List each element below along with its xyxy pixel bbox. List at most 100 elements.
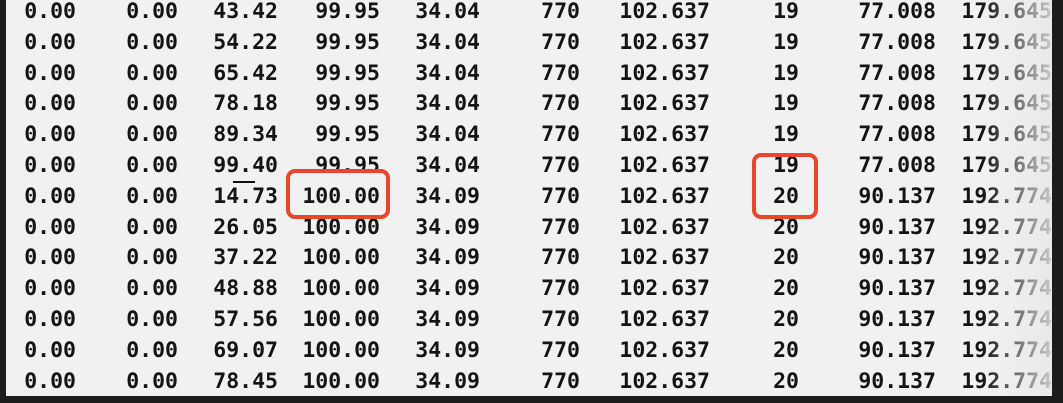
- terminal-cell: 0.00: [126, 29, 178, 55]
- terminal-cell: 770: [541, 307, 580, 332]
- terminal-cell: 0.00: [126, 307, 178, 332]
- terminal-cell: 99.95: [315, 91, 380, 117]
- terminal-cell: 90.137: [858, 183, 936, 209]
- terminal-cell: 34.09: [415, 276, 480, 302]
- terminal-cell: 43.42: [213, 0, 278, 24]
- terminal-cell: 90.137: [858, 307, 936, 332]
- terminal-cell: 90.137: [858, 337, 936, 363]
- terminal-cell: 34.04: [415, 0, 480, 24]
- terminal-cell: 102.637: [619, 183, 710, 209]
- terminal-cell: 26.05: [213, 214, 278, 240]
- terminal-cell: 100.00: [302, 276, 380, 302]
- terminal-cell: 0.00: [24, 29, 76, 55]
- terminal-cell: 20: [773, 337, 799, 363]
- terminal-cell: 770: [541, 122, 580, 148]
- terminal-cell: 192.774: [961, 214, 1052, 240]
- terminal-cell: 102.637: [619, 368, 710, 394]
- terminal-cell: 0.00: [24, 337, 76, 363]
- terminal-cell: 0.00: [126, 0, 178, 24]
- terminal-cell: 34.09: [415, 368, 480, 394]
- terminal-cell: 192.774: [961, 276, 1052, 302]
- terminal-cell: 78.18: [213, 91, 278, 117]
- terminal-line: 0.00 0.00 69.07 100.00 34.09 770 102.637 20 90.1…: [6, 335, 1052, 366]
- terminal-cell: 34.09: [415, 337, 480, 363]
- terminal-cell: 20: [773, 307, 799, 332]
- terminal-cell: 34.04: [415, 91, 480, 117]
- terminal-cell: 770: [541, 183, 580, 209]
- terminal-cell: 34.04: [415, 122, 480, 148]
- terminal-cell: 20: [773, 368, 799, 394]
- terminal-cell: 34.09: [415, 245, 480, 271]
- terminal-cell: 0.00: [24, 245, 76, 271]
- terminal-cell: 102.637: [619, 214, 710, 240]
- terminal-cell: 100.00: [302, 368, 380, 394]
- terminal-cell: 65.42: [213, 60, 278, 86]
- terminal-cell: 78.45: [213, 368, 278, 394]
- terminal-cell: 90.137: [858, 214, 936, 240]
- terminal-cell: 0.00: [126, 60, 178, 86]
- terminal-line: 0.00 0.00 99.40 99.95 34.04 770 102.637 19 77.00…: [6, 150, 1052, 181]
- terminal-cell: 0.00: [126, 214, 178, 240]
- terminal-cell: 770: [541, 214, 580, 240]
- terminal-cell: 100.00: [302, 245, 380, 271]
- terminal-cell: 0.00: [126, 153, 178, 178]
- terminal-cell: 100.00: [302, 183, 380, 209]
- terminal-cell: 179.645: [961, 29, 1052, 55]
- terminal-cell: 0.00: [24, 214, 76, 240]
- terminal-cell: 192.774: [961, 307, 1052, 332]
- terminal-line: 0.00 0.00 57.56 100.00 34.09 770 102.637 20 90.1…: [6, 304, 1052, 335]
- terminal-cell: 34.04: [415, 60, 480, 86]
- terminal-cell: 179.645: [961, 60, 1052, 86]
- terminal-cell: 77.008: [858, 0, 936, 24]
- terminal-cell: 99.95: [315, 153, 380, 178]
- terminal-cell: 770: [541, 60, 580, 86]
- terminal-cell: 77.008: [858, 91, 936, 117]
- terminal-cell: 0.00: [24, 183, 76, 209]
- terminal-cell: 0.00: [24, 368, 76, 394]
- terminal-cell: 99.95: [315, 29, 380, 55]
- terminal-line: 0.00 0.00 48.88 100.00 34.09 770 102.637 20 90.1…: [6, 273, 1052, 304]
- terminal-cell: 770: [541, 0, 580, 24]
- terminal-line: 0.00 0.00 78.18 99.95 34.04 770 102.637 19 77.00…: [6, 88, 1052, 119]
- terminal-cell: 100.00: [302, 337, 380, 363]
- terminal-cell: 102.637: [619, 122, 710, 148]
- terminal-cell: 20: [773, 183, 799, 209]
- terminal-cell: 102.637: [619, 276, 710, 302]
- terminal-cell: 770: [541, 153, 580, 178]
- terminal-cell: 0.00: [126, 337, 178, 363]
- terminal-cell: 20: [773, 214, 799, 240]
- terminal-cell: 99.95: [315, 122, 380, 148]
- terminal-cell: 77.008: [858, 29, 936, 55]
- terminal-cell: 102.637: [619, 0, 710, 24]
- terminal-cell: 19: [773, 0, 799, 24]
- terminal-cell: 90.137: [858, 276, 936, 302]
- terminal-cell: 89.34: [213, 122, 278, 148]
- terminal-line: 0.00 0.00 43.42 99.95 34.04 770 102.637 19 77.00…: [6, 0, 1052, 27]
- terminal-cell: 179.645: [961, 0, 1052, 24]
- terminal-cell: 192.774: [961, 337, 1052, 363]
- terminal-cell: 0.00: [24, 276, 76, 302]
- terminal-cell: 100.00: [302, 214, 380, 240]
- terminal-output[interactable]: 0.000.0089.05100.0034.09770102.6372090.1…: [6, 0, 1052, 396]
- terminal-cell: 102.637: [619, 29, 710, 55]
- terminal-cell: 770: [541, 91, 580, 117]
- terminal-cell: 34.09: [415, 307, 480, 332]
- terminal-line: 0.00 0.00 89.34 99.95 34.04 770 102.637 19 77.00…: [6, 119, 1052, 150]
- terminal-cell: 192.774: [961, 245, 1052, 271]
- terminal-cell: 77.008: [858, 122, 936, 148]
- terminal-cell: 19: [773, 91, 799, 117]
- terminal-cell: 34.09: [415, 214, 480, 240]
- terminal-cell: 102.637: [619, 307, 710, 332]
- terminal-cell: 0.00: [126, 91, 178, 117]
- terminal-cell: 192.774: [961, 368, 1052, 394]
- terminal-line: 0.00 0.00 37.22 100.00 34.09 770 102.637 20 90.1…: [6, 242, 1052, 273]
- terminal-cell: 34.09: [415, 183, 480, 209]
- terminal-cell: 90.137: [858, 245, 936, 271]
- terminal-cell: 0.00: [126, 122, 178, 148]
- terminal-cell: 102.637: [619, 91, 710, 117]
- terminal-cell: 99.95: [315, 60, 380, 86]
- terminal-line: 0.00 0.00 65.42 99.95 34.04 770 102.637 19 77.00…: [6, 58, 1052, 89]
- terminal-cell: 179.645: [961, 153, 1052, 178]
- terminal-cell: 102.637: [619, 245, 710, 271]
